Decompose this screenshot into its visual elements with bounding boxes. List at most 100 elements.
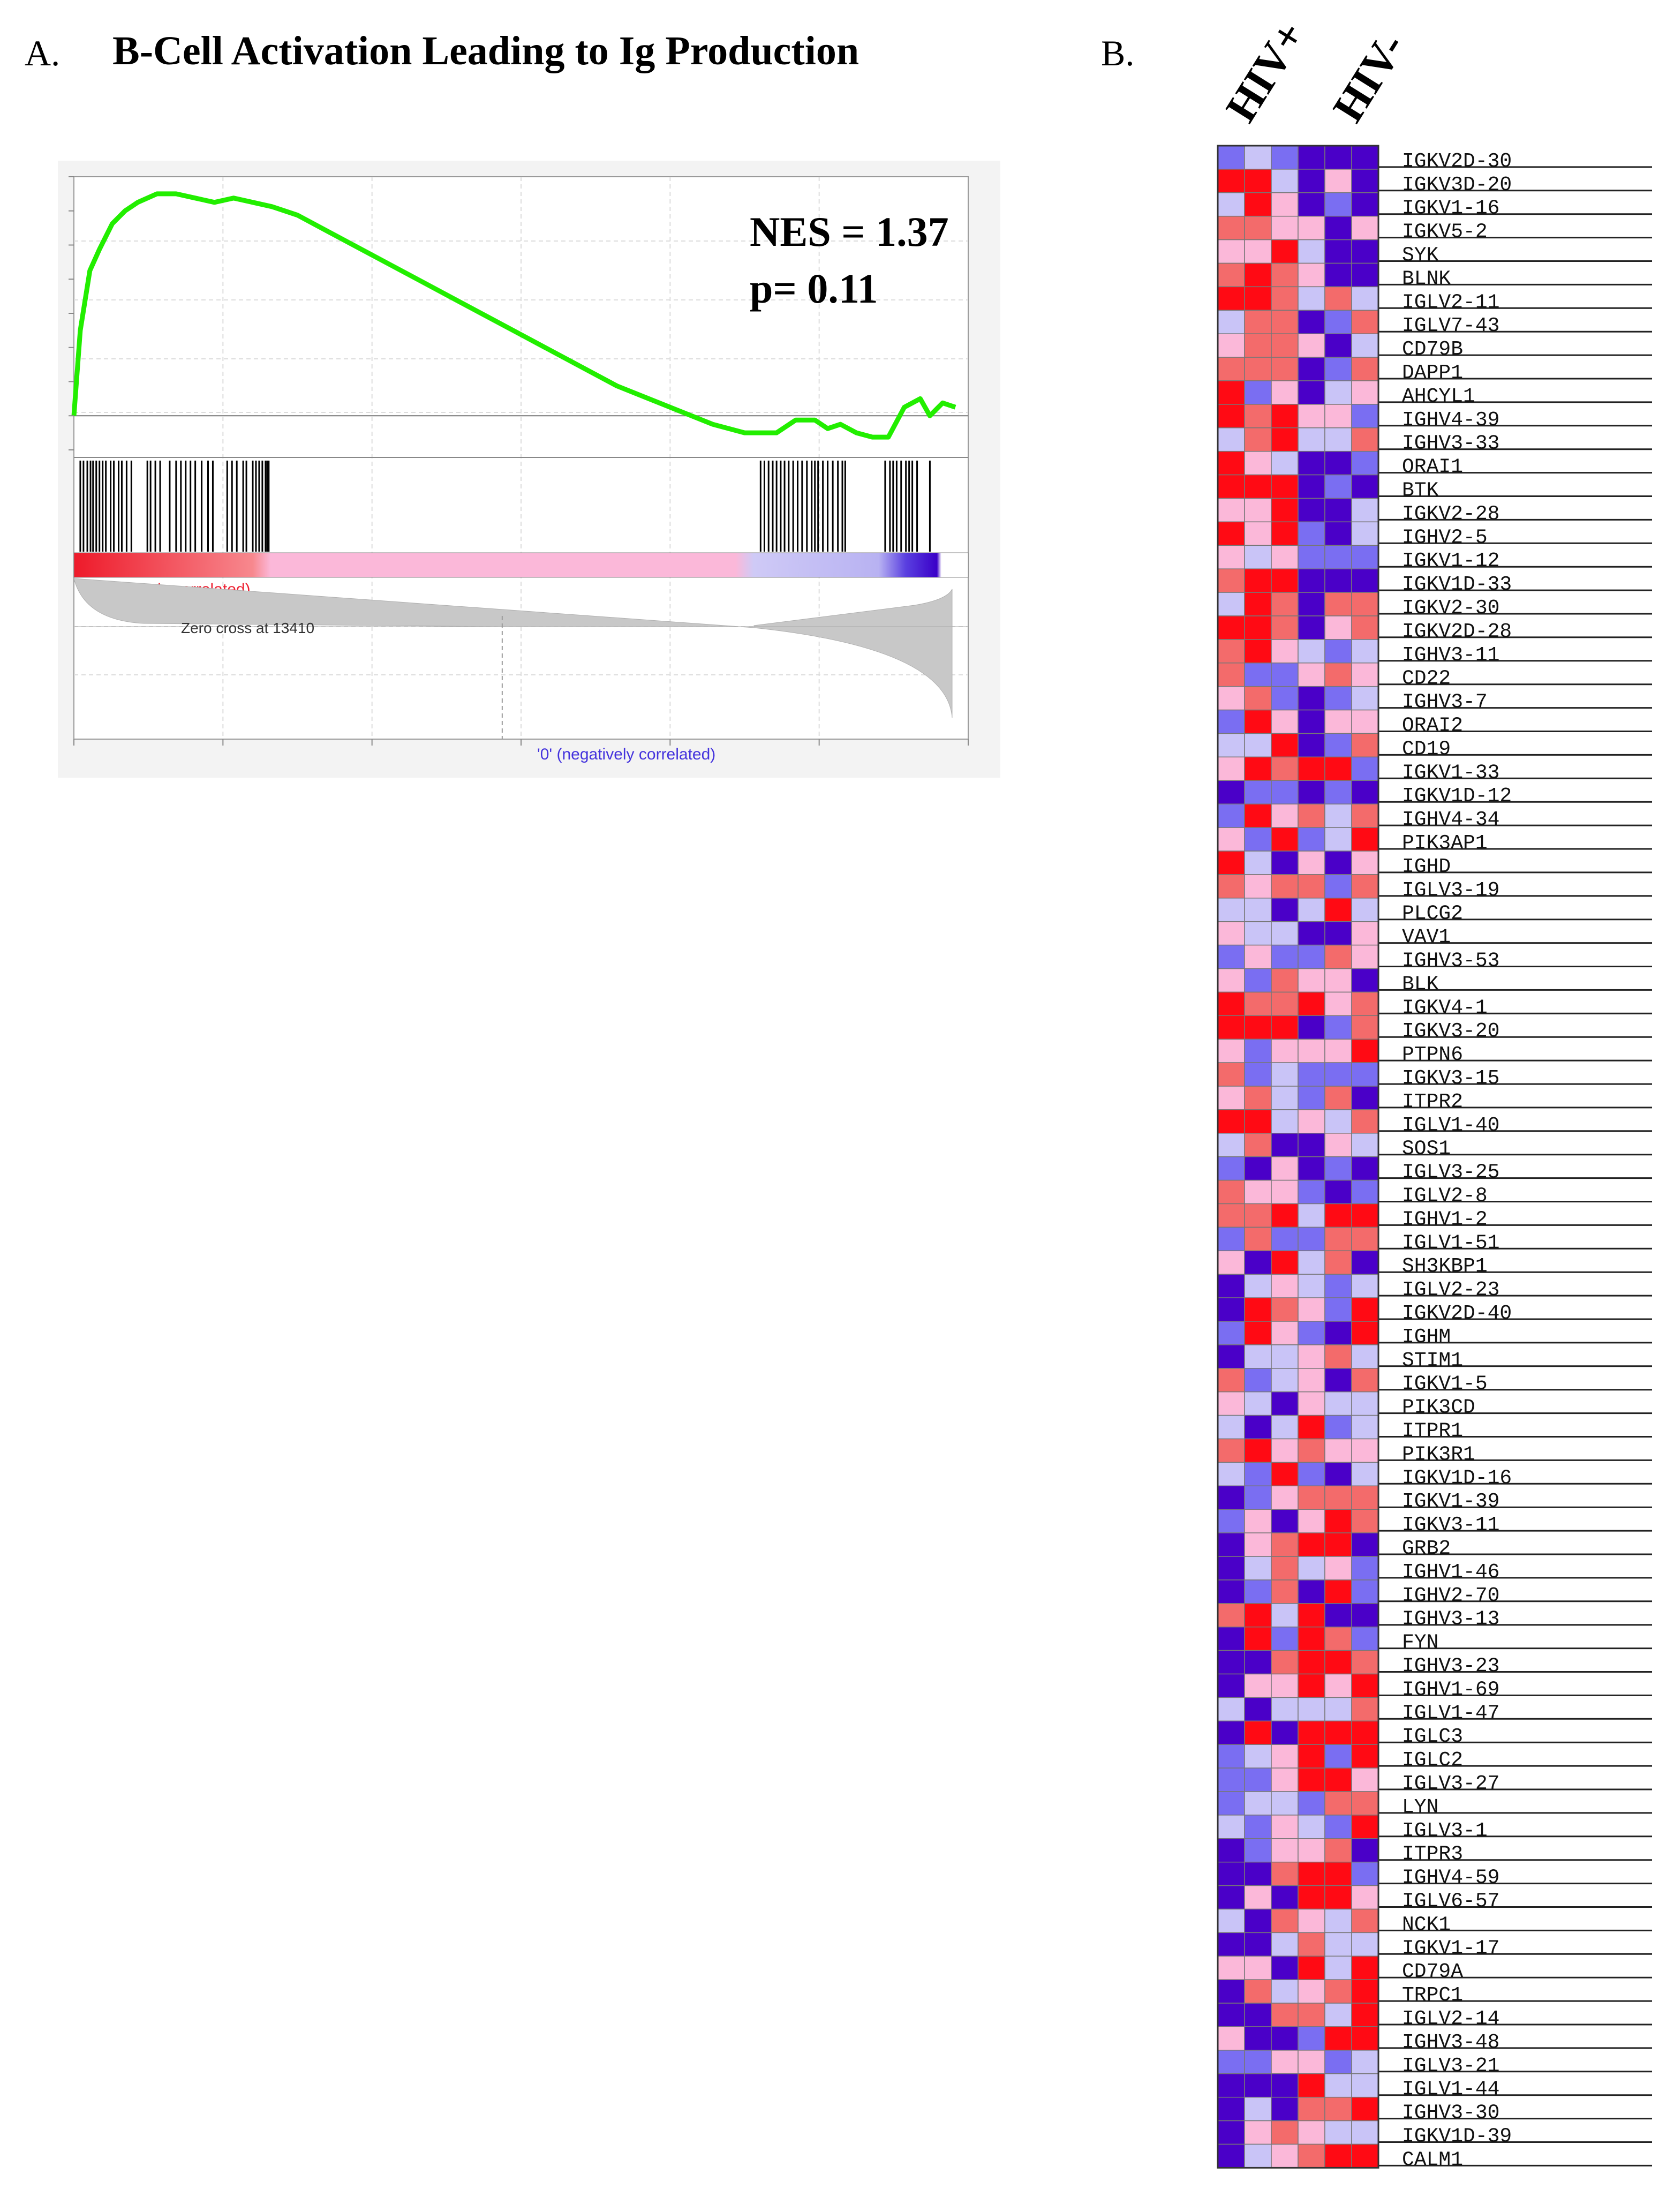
heatmap-cell [1324, 521, 1352, 546]
heatmap-cell [1351, 1156, 1379, 1181]
heatmap-cell [1298, 2073, 1325, 2098]
heatmap-cell [1351, 1791, 1379, 1816]
heatmap-cell [1244, 1650, 1272, 1675]
gene-label: IGKV4-1 [1402, 996, 1488, 1019]
heatmap-cell [1271, 1485, 1299, 1510]
heatmap-cell [1217, 1720, 1245, 1745]
gene-label: IGHV1-46 [1402, 1561, 1499, 1584]
heatmap-cell [1217, 2050, 1245, 2074]
heatmap-cell [1244, 1744, 1272, 1769]
heatmap-cell [1298, 1579, 1325, 1604]
heatmap-cell [1324, 1603, 1352, 1628]
heatmap-cell [1217, 827, 1245, 852]
gene-label: CALM1 [1402, 2148, 1463, 2171]
heatmap-cell [1324, 1415, 1352, 1440]
heatmap-cell [1217, 1274, 1245, 1298]
heatmap-cell [1217, 1532, 1245, 1557]
heatmap-cell [1217, 2073, 1245, 2098]
heatmap-cell [1298, 1815, 1325, 1839]
heatmap-cell [1324, 1438, 1352, 1463]
heatmap-cell [1298, 756, 1325, 781]
heatmap-cell [1217, 1179, 1245, 1205]
heatmap-cell [1298, 1932, 1325, 1957]
heatmap-cell [1271, 1673, 1299, 1698]
heatmap-cell [1324, 1626, 1352, 1651]
gene-label: IGHV3-53 [1402, 950, 1499, 973]
heatmap-cell [1351, 1274, 1379, 1298]
heatmap-cell [1271, 521, 1299, 546]
heatmap-cell [1244, 756, 1272, 781]
heatmap-cell [1298, 474, 1325, 499]
heatmap-cell [1298, 1156, 1325, 1181]
heatmap-cell [1217, 780, 1245, 804]
heatmap-cell [1351, 1626, 1379, 1651]
heatmap: IGKV2D-30IGKV3D-20IGKV1-16IGKV5-2SYKBLNK… [1217, 145, 1652, 2171]
heatmap-cell [1298, 1368, 1325, 1393]
gene-label: IGKV2D-28 [1402, 620, 1512, 643]
heatmap-cell [1351, 1932, 1379, 1957]
heatmap-cell [1298, 521, 1325, 546]
heatmap-cell [1271, 333, 1299, 358]
heatmap-cell [1324, 827, 1352, 852]
gene-label: IGKV1D-39 [1402, 2125, 1512, 2148]
gene-label: IGHV3-33 [1402, 432, 1499, 455]
heatmap-cell [1324, 615, 1352, 640]
heatmap-cell [1271, 568, 1299, 593]
heatmap-cell [1351, 1438, 1379, 1463]
heatmap-cell [1271, 310, 1299, 334]
gene-label: IGHV4-59 [1402, 1867, 1499, 1890]
heatmap-cell [1217, 1767, 1245, 1792]
heatmap-cell [1244, 1673, 1272, 1698]
heatmap-cell [1324, 1227, 1352, 1252]
heatmap-cell [1244, 2143, 1272, 2169]
gsea-plot-frame: '1' (positively correlated)Zero cross at… [58, 161, 1000, 778]
heatmap-cell [1298, 1321, 1325, 1345]
heatmap-cell [1244, 1133, 1272, 1157]
heatmap-cell [1217, 1744, 1245, 1769]
heatmap-cell [1217, 545, 1245, 569]
heatmap-cell [1244, 1720, 1272, 1745]
heatmap-cell [1324, 310, 1352, 334]
heatmap-cell [1244, 1556, 1272, 1581]
heatmap-cell [1244, 1815, 1272, 1839]
heatmap-cell [1217, 1344, 1245, 1369]
heatmap-cell [1217, 169, 1245, 193]
heatmap-cell [1298, 310, 1325, 334]
heatmap-cell [1324, 427, 1352, 452]
heatmap-cell [1244, 1509, 1272, 1533]
ranked-metric-area [73, 578, 953, 718]
heatmap-cell [1271, 2096, 1299, 2121]
gene-hits [79, 461, 931, 552]
heatmap-cell [1351, 1227, 1379, 1252]
heatmap-cell [1351, 333, 1379, 358]
heatmap-cell [1271, 1039, 1299, 1063]
gene-label: IGLV1-47 [1402, 1702, 1499, 1725]
heatmap-cell [1244, 310, 1272, 334]
heatmap-cell [1271, 663, 1299, 687]
heatmap-cell [1244, 663, 1272, 687]
heatmap-cell [1217, 498, 1245, 523]
heatmap-cell [1271, 1791, 1299, 1816]
heatmap-cell [1244, 1321, 1272, 1345]
heatmap-cell [1244, 780, 1272, 804]
heatmap-cell [1298, 1556, 1325, 1581]
heatmap-cell [1217, 991, 1245, 1017]
heatmap-cell [1298, 1744, 1325, 1769]
heatmap-cell [1324, 1579, 1352, 1604]
heatmap-cell [1298, 1438, 1325, 1463]
heatmap-cell [1324, 333, 1352, 358]
heatmap-cell [1351, 1720, 1379, 1745]
panel-b-letter: B. [1101, 33, 1135, 73]
heatmap-cell [1298, 1603, 1325, 1628]
heatmap-cell [1217, 1109, 1245, 1134]
heatmap-cell [1298, 991, 1325, 1017]
heatmap-cell [1351, 2120, 1379, 2145]
heatmap-cell [1217, 1650, 1245, 1675]
heatmap-cell [1244, 1697, 1272, 1722]
heatmap-cell [1217, 1815, 1245, 1839]
gene-label: IGHV1-2 [1402, 1208, 1488, 1231]
enrichment-score-line [71, 191, 956, 440]
gene-label: AHCYL1 [1402, 385, 1475, 408]
heatmap-cell [1351, 404, 1379, 428]
heatmap-cell [1217, 1579, 1245, 1604]
